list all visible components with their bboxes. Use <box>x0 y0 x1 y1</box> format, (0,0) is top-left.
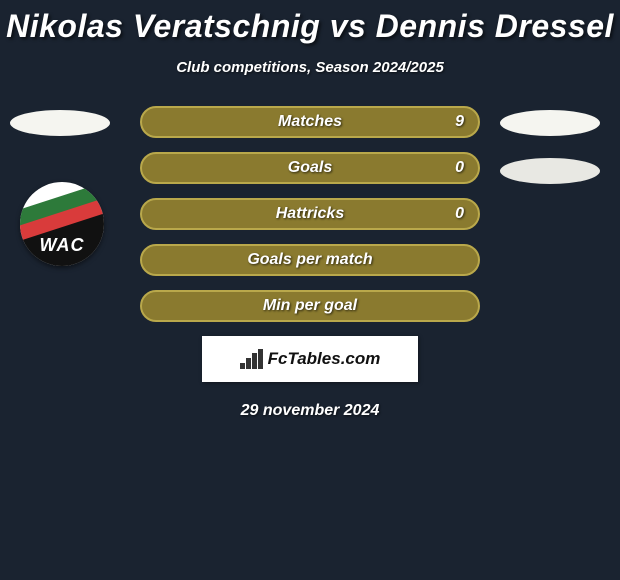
stat-label: Min per goal <box>263 297 357 315</box>
stat-value: 0 <box>455 205 464 223</box>
stat-value: 0 <box>455 159 464 177</box>
brand-box[interactable]: FcTables.com <box>202 336 418 382</box>
player1-club-logo: WAC <box>20 182 120 266</box>
stat-label: Matches <box>278 113 342 131</box>
chart-icon <box>240 349 262 369</box>
stats-area: WAC Matches 9 Goals 0 Hattricks 0 Goals per ma… <box>0 106 620 322</box>
page-subtitle: Club competitions, Season 2024/2025 <box>0 59 620 76</box>
page-title: Nikolas Veratschnig vs Dennis Dressel <box>0 0 620 45</box>
player2-club-placeholder <box>500 158 600 184</box>
stat-row-hattricks: Hattricks 0 <box>140 198 480 230</box>
date-line: 29 november 2024 <box>0 402 620 420</box>
stat-row-matches: Matches 9 <box>140 106 480 138</box>
stat-label: Goals per match <box>247 251 372 269</box>
stat-label: Goals <box>288 159 332 177</box>
brand-text: FcTables.com <box>268 349 381 369</box>
stat-row-goals: Goals 0 <box>140 152 480 184</box>
player1-photo-placeholder <box>10 110 110 136</box>
stat-value: 9 <box>455 113 464 131</box>
stat-row-goals-per-match: Goals per match <box>140 244 480 276</box>
player2-photo-placeholder <box>500 110 600 136</box>
stat-label: Hattricks <box>276 205 344 223</box>
club-logo-text: WAC <box>20 235 104 256</box>
stat-row-min-per-goal: Min per goal <box>140 290 480 322</box>
